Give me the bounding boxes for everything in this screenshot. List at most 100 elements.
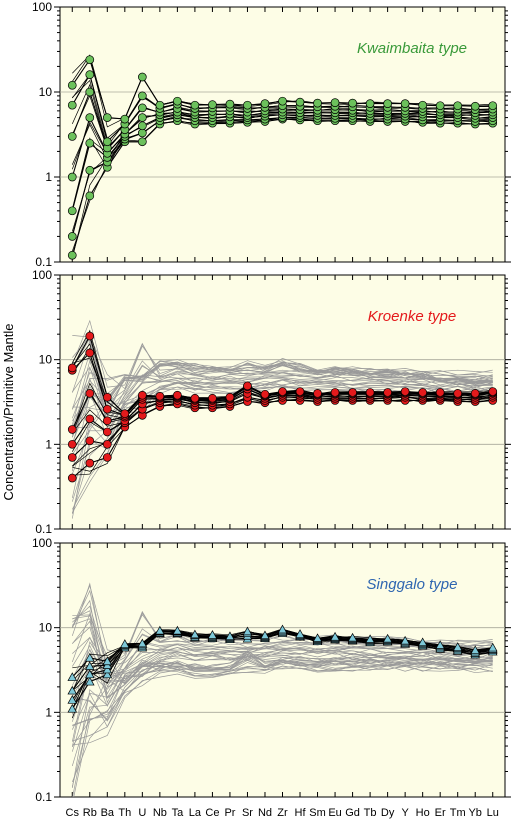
data-point	[85, 331, 95, 341]
data-point	[67, 363, 77, 373]
data-point	[155, 100, 165, 110]
y-tick-label: 1	[45, 437, 52, 451]
data-point	[313, 389, 322, 398]
data-point	[67, 250, 77, 260]
background-pattern-line	[71, 645, 493, 719]
y-axis-label: Concentration/Primitive Mantle	[1, 323, 16, 500]
data-point	[260, 99, 270, 108]
data-point	[330, 98, 340, 107]
data-point	[190, 100, 200, 110]
data-point	[295, 387, 305, 396]
panel-plot-area	[67, 582, 498, 797]
data-point	[85, 70, 95, 79]
data-point	[85, 87, 95, 97]
data-point	[243, 100, 252, 110]
x-tick-label: Tb	[364, 807, 377, 819]
x-tick-label: La	[189, 807, 202, 819]
data-point	[67, 172, 77, 182]
data-point	[225, 99, 235, 109]
background-pattern-line	[71, 319, 493, 388]
x-tick-label: Rb	[83, 807, 97, 819]
data-point	[102, 113, 112, 122]
data-point	[278, 387, 287, 396]
y-tick-label: 0.1	[35, 522, 52, 536]
data-point	[137, 137, 147, 147]
data-point	[400, 387, 410, 396]
data-point	[190, 393, 200, 403]
data-point	[120, 114, 130, 124]
data-point	[382, 633, 393, 643]
background-pattern-line	[71, 362, 493, 444]
data-point	[312, 633, 323, 642]
data-point	[242, 626, 253, 636]
data-point	[67, 685, 78, 695]
y-tick-label: 10	[39, 621, 53, 635]
chart-panels: 0.1 1 10 100 Kwaimbaita type 0.1 1 10 100 Kroenke…	[32, 0, 511, 804]
data-point	[418, 388, 428, 397]
data-point	[67, 100, 77, 110]
x-tick-label: Eu	[328, 807, 341, 819]
data-point	[102, 137, 112, 147]
x-tick-label: Ho	[416, 807, 430, 819]
x-tick-label: Cs	[66, 807, 80, 819]
background-pattern-line	[71, 362, 493, 419]
x-tick-label: Er	[435, 807, 446, 819]
data-point	[452, 642, 463, 651]
data-point	[85, 436, 95, 446]
data-point	[102, 427, 112, 437]
data-point	[137, 638, 148, 648]
data-point	[453, 101, 463, 111]
y-tick-label: 0.1	[35, 790, 52, 804]
data-point	[418, 100, 428, 110]
data-point	[67, 695, 78, 704]
background-pattern-line	[72, 666, 493, 727]
x-tick-label: Dy	[381, 807, 395, 819]
data-point	[102, 416, 112, 426]
y-tick-label: 0.1	[35, 255, 52, 269]
data-point	[383, 388, 392, 397]
data-point	[347, 632, 358, 642]
data-point	[85, 348, 95, 358]
panel-frame	[59, 6, 506, 263]
data-point	[84, 669, 95, 679]
data-point	[365, 634, 375, 643]
data-point	[102, 392, 112, 402]
data-point	[137, 72, 147, 82]
x-axis-tick-labels: Cs Rb Ba Th U Nb Ta La Ce Pr Sr Nd Zr Hf Sm Eu Gd Tb Dy Y Ho…	[66, 807, 499, 819]
y-tick-label: 1	[45, 705, 52, 719]
panel-plot-area	[67, 319, 498, 519]
y-tick-label: 10	[39, 353, 53, 367]
data-point	[488, 387, 498, 396]
data-point	[67, 425, 77, 434]
data-point	[67, 672, 78, 681]
data-point	[488, 101, 498, 111]
data-point	[348, 388, 357, 397]
x-tick-label: Sm	[309, 807, 326, 819]
x-tick-label: Sr	[242, 807, 253, 819]
data-point	[137, 390, 147, 400]
y-tick-label: 10	[39, 85, 53, 99]
data-point	[84, 676, 95, 686]
data-point	[137, 121, 147, 131]
data-point	[85, 138, 95, 148]
x-tick-label: Ce	[205, 807, 219, 819]
data-point	[67, 132, 77, 141]
data-point	[417, 637, 428, 647]
x-tick-label: Nd	[258, 807, 272, 819]
data-point	[173, 390, 182, 400]
data-point	[67, 232, 77, 241]
data-point	[470, 645, 481, 655]
x-tick-label: Zr	[277, 807, 288, 819]
data-point	[84, 661, 95, 670]
data-point	[435, 101, 445, 111]
y-tick-label: 100	[32, 536, 52, 550]
background-pattern-line	[71, 641, 493, 715]
y-tick-label: 100	[32, 268, 52, 282]
data-point	[137, 103, 147, 113]
data-point	[330, 631, 340, 641]
x-tick-label: Nb	[153, 807, 167, 819]
data-point	[277, 624, 288, 634]
data-point	[85, 55, 95, 65]
data-point	[85, 191, 95, 201]
